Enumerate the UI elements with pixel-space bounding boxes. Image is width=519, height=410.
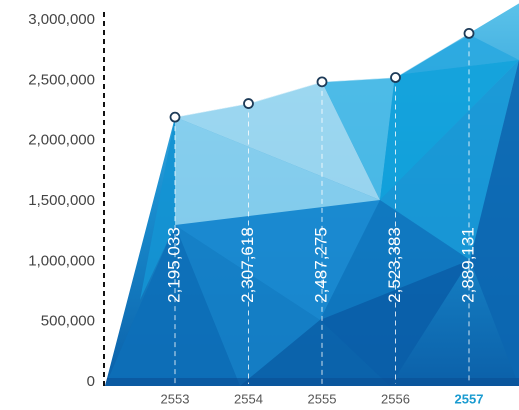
- point: [390, 72, 401, 83]
- facet: [321, 75, 395, 200]
- value-label: 2,523,383: [385, 227, 404, 303]
- y-tick-label: 0: [87, 373, 95, 390]
- x-tick-label: 2554: [234, 391, 263, 406]
- value-label: 2,487,275: [311, 227, 330, 303]
- facet: [470, 60, 519, 386]
- facet: [380, 60, 519, 200]
- facet: [175, 200, 380, 320]
- point: [463, 27, 475, 39]
- y-tick-label: 3,000,000: [28, 11, 95, 28]
- value-label: 2,889,131: [458, 227, 477, 303]
- facet: [240, 320, 390, 386]
- facet: [380, 60, 519, 260]
- point: [243, 98, 254, 109]
- value-label: 2,307,618: [238, 227, 257, 303]
- value-label: 2,195,033: [164, 227, 183, 303]
- facet: [175, 80, 380, 200]
- point: [169, 111, 181, 123]
- x-tick-label: 2556: [381, 391, 410, 406]
- y-tick-label: 1,500,000: [28, 192, 95, 209]
- x-tick-label: 2555: [308, 391, 337, 406]
- facet: [105, 225, 240, 386]
- facet: [175, 117, 380, 225]
- y-tick-label: 500,000: [41, 313, 95, 330]
- facet: [175, 225, 320, 386]
- point: [316, 76, 328, 88]
- y-tick-label: 1,000,000: [28, 252, 95, 269]
- x-tick-label: 2557: [455, 391, 484, 406]
- y-tick-label: 2,500,000: [28, 71, 95, 88]
- x-tick-label: 2553: [161, 391, 190, 406]
- base-band: [105, 378, 519, 386]
- y-tick-label: 2,000,000: [28, 132, 95, 149]
- facet: [140, 117, 175, 300]
- facet: [395, 35, 519, 75]
